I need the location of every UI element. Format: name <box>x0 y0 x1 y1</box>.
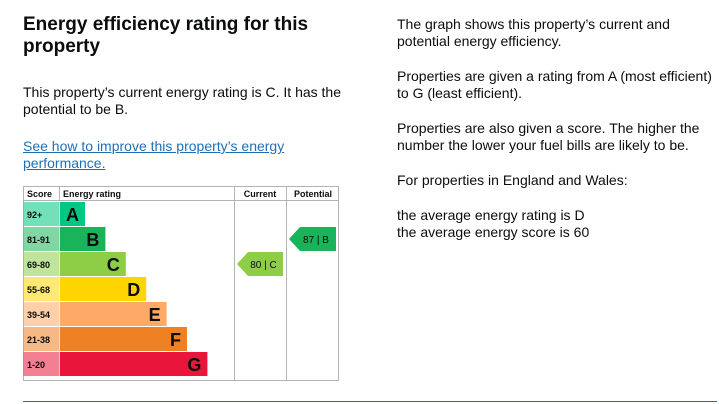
band-letter-c: C <box>107 255 120 275</box>
band-bar-d <box>60 277 147 301</box>
info-score-explanation: Properties are also given a score. The h… <box>397 120 700 153</box>
average-rating: the average energy rating is D <box>397 207 585 223</box>
energy-rating-chart: Score Energy rating Current Potential 92… <box>23 186 339 381</box>
band-score-cell-e <box>23 302 60 326</box>
rating-column-header: Energy rating <box>63 189 121 199</box>
band-score-cell-f <box>23 327 60 351</box>
current-rating-label: 80 | C <box>250 260 277 271</box>
band-score-label-f: 21-38 <box>27 335 50 345</box>
band-letter-e: E <box>149 305 161 325</box>
current-rating-summary: This property’s current energy rating is… <box>23 84 341 117</box>
band-score-cell-d <box>23 277 60 301</box>
band-score-label-a: 92+ <box>27 210 42 220</box>
info-region: For properties in England and Wales: <box>397 172 628 188</box>
band-bar-c <box>60 252 126 276</box>
band-letter-d: D <box>127 280 140 300</box>
band-score-cell-g <box>23 352 60 376</box>
band-bar-g <box>60 352 208 376</box>
band-bar-b <box>60 227 106 251</box>
band-score-cell-c <box>23 252 60 276</box>
section-divider <box>23 401 717 402</box>
band-letter-b: B <box>86 230 99 250</box>
band-bar-a <box>60 202 85 226</box>
band-score-label-d: 55-68 <box>27 285 50 295</box>
score-column-header: Score <box>27 189 52 199</box>
info-graph-explanation: The graph shows this property’s current … <box>397 16 670 49</box>
info-column: The graph shows this property’s current … <box>397 16 717 241</box>
main-column: Energy efficiency rating for this proper… <box>23 14 353 172</box>
band-score-label-b: 81-91 <box>27 235 50 245</box>
band-score-label-e: 39-54 <box>27 310 50 320</box>
current-rating-arrow <box>237 252 283 276</box>
band-score-label-c: 69-80 <box>27 260 50 270</box>
potential-rating-arrow <box>289 227 336 251</box>
band-score-cell-a <box>23 202 60 226</box>
page-title: Energy efficiency rating for this proper… <box>23 14 309 57</box>
band-bar-f <box>60 327 187 351</box>
improve-energy-link[interactable]: See how to improve this property’s energ… <box>23 138 285 171</box>
band-score-cell-b <box>23 227 60 251</box>
current-column-header: Current <box>244 189 277 199</box>
potential-rating-label: 87 | B <box>303 235 329 246</box>
band-bar-e <box>60 302 167 326</box>
band-score-label-g: 1-20 <box>27 360 45 370</box>
average-score: the average energy score is 60 <box>397 224 590 240</box>
band-letter-f: F <box>170 330 181 350</box>
band-letter-a: A <box>66 205 79 225</box>
info-rating-explanation: Properties are given a rating from A (mo… <box>397 68 712 101</box>
potential-column-header: Potential <box>294 189 332 199</box>
band-letter-g: G <box>187 355 201 375</box>
